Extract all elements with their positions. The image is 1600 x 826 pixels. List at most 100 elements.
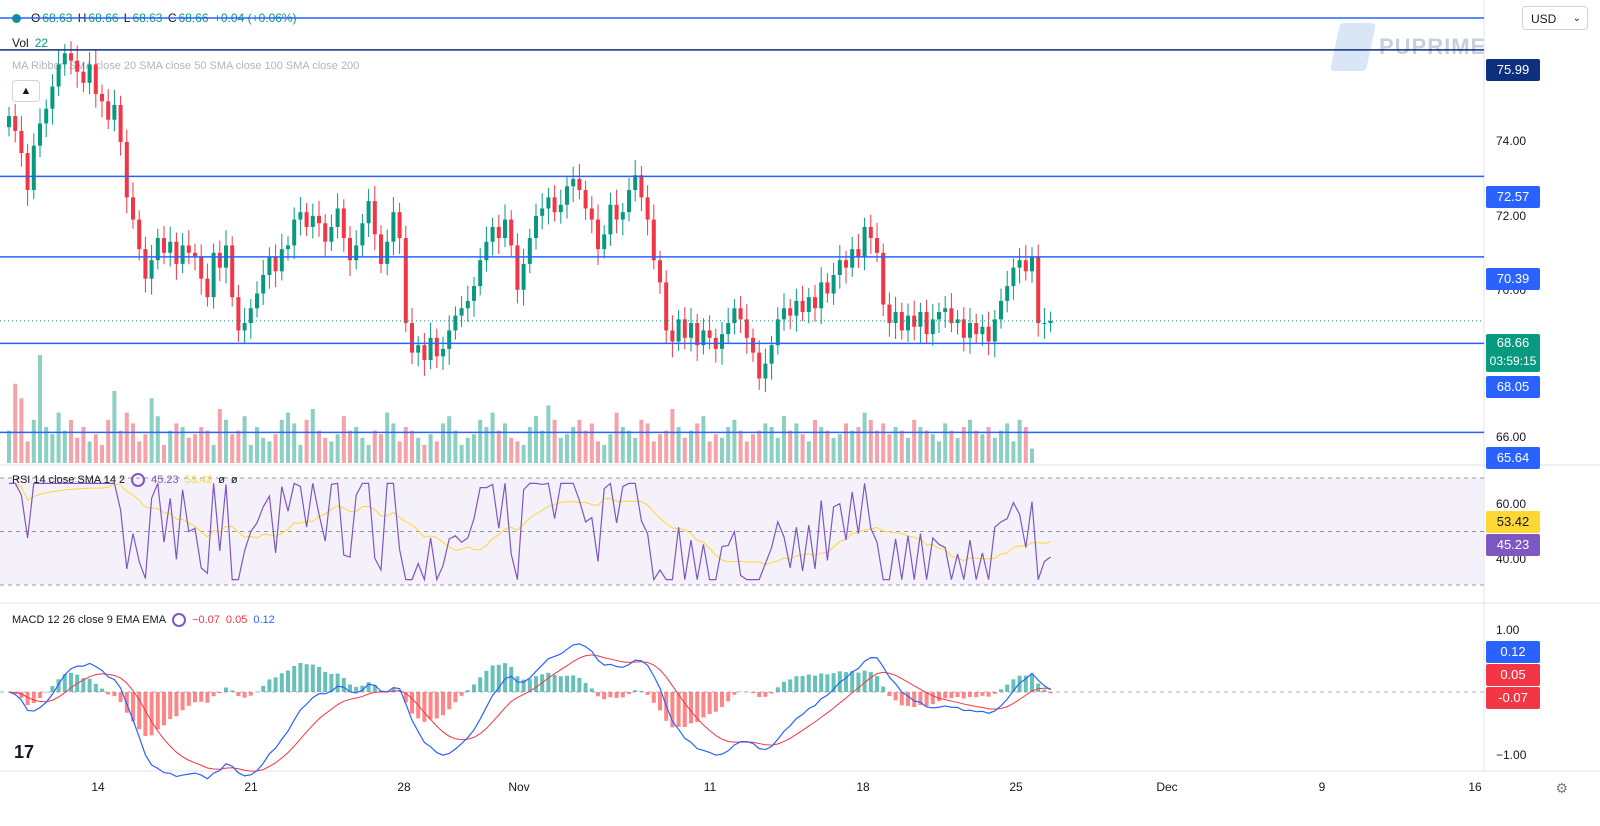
macd-signal-value: 0.05 (225, 614, 248, 626)
volume-bar (38, 355, 42, 463)
candle-body (577, 178, 582, 190)
macd-histogram-bar (583, 682, 588, 692)
macd-histogram-bar (317, 666, 321, 692)
macd-histogram-bar (695, 692, 700, 723)
macd-histogram-bar (93, 683, 98, 692)
volume-bar (1030, 448, 1034, 463)
candle-body (118, 105, 123, 142)
candle-body (943, 308, 948, 312)
macd-histogram-bar (50, 686, 55, 692)
volume-bar (193, 434, 197, 463)
volume-bar (658, 434, 662, 463)
candle-body (341, 208, 346, 239)
volume-bar (286, 412, 290, 463)
candle-body (627, 190, 631, 213)
volume-bar (348, 430, 352, 463)
candle-body (608, 204, 613, 235)
macd-histogram-bar (509, 666, 514, 692)
candle-body (261, 275, 266, 294)
candle-body (44, 108, 49, 124)
macd-histogram-bar (484, 670, 489, 692)
volume-bar (366, 445, 371, 463)
volume-bar (887, 434, 892, 463)
macd-legend: MACD 12 26 close 9 EMA EMA −0.07 0.05 0.… (12, 613, 275, 627)
rsi-legend: RSI 14 close SMA 14 2 45.23 53.42 ø ø (12, 473, 238, 487)
volume-bar (273, 434, 278, 463)
currency-select[interactable]: USD ⌄ (1522, 6, 1588, 30)
volume-bar (943, 423, 948, 463)
macd-histogram-bar (552, 674, 557, 692)
volume-bar (788, 430, 793, 463)
candle-body (403, 238, 408, 324)
macd-histogram-bar (844, 672, 848, 692)
macd-histogram-bar (372, 685, 377, 692)
macd-histogram-bar (434, 692, 439, 719)
tradingview-logo-icon[interactable]: 17 (14, 742, 35, 762)
macd-histogram-bar (242, 692, 247, 698)
refresh-icon[interactable] (172, 613, 187, 627)
macd-histogram-bar (527, 678, 532, 692)
refresh-icon[interactable] (131, 473, 146, 487)
macd-histogram-bar (955, 692, 960, 698)
candle-body (155, 238, 160, 261)
macd-histogram-bar (447, 692, 452, 710)
macd-histogram-bar (149, 692, 154, 736)
candle-body (1030, 256, 1034, 272)
macd-histogram-bar (490, 665, 495, 692)
macd-histogram-bar (267, 679, 272, 692)
candle-body (658, 260, 662, 283)
volume-bar (713, 434, 718, 463)
candle-body (217, 252, 222, 268)
candle-body (124, 141, 129, 198)
candle-body (986, 326, 991, 342)
macd-histogram-bar (1042, 689, 1047, 692)
volume-bar (385, 412, 390, 463)
candle-body (540, 208, 545, 216)
macd-histogram-bar (1005, 684, 1010, 692)
volume-bar (205, 430, 210, 463)
volume-bar (341, 416, 346, 463)
candle-body (980, 326, 985, 335)
macd-histogram-bar (118, 692, 123, 703)
candle-body (1011, 267, 1016, 287)
macd-histogram-bar (565, 675, 569, 692)
macd-histogram-bar (329, 673, 334, 692)
volume-bar (186, 437, 191, 463)
volume-bar (782, 416, 786, 463)
candle-body (242, 323, 247, 331)
volume-bar (112, 391, 117, 463)
macd-histogram-bar (986, 692, 991, 697)
collapse-legend-button[interactable]: ▲ (12, 80, 40, 102)
volume-bar (751, 434, 755, 463)
volume-bar (961, 427, 966, 463)
macd-histogram-bar (521, 679, 526, 692)
macd-histogram-bar (217, 692, 222, 694)
volume-bar (298, 445, 303, 463)
volume-bar (453, 430, 458, 463)
macd-histogram-bar (918, 692, 923, 706)
volume-bar (354, 427, 359, 463)
volume-bar (937, 441, 941, 463)
candle-body (701, 330, 706, 346)
candle-body (329, 226, 334, 242)
macd-histogram-bar (577, 677, 582, 692)
volume-bar (670, 409, 675, 463)
candle-body (949, 308, 954, 324)
bar-countdown: 03:59:15 (1489, 354, 1537, 368)
volume-bar (310, 409, 315, 463)
volume-bar (478, 419, 483, 463)
candle-body (571, 178, 576, 187)
volume-bar (552, 419, 557, 463)
macd-histogram-bar (286, 670, 290, 692)
volume-bar (124, 412, 129, 463)
candle-body (893, 311, 898, 324)
time-label: 16 (1468, 780, 1482, 794)
volume-bar (1023, 427, 1028, 463)
volume-bar (633, 437, 638, 463)
volume-bar (608, 434, 613, 463)
candle-body (484, 241, 489, 261)
ma-ribbon-legend[interactable]: MA Ribbon SMA close 20 SMA close 50 SMA … (12, 60, 360, 72)
gear-icon[interactable]: ⚙ (1555, 780, 1568, 796)
brand-name: PUPRIME (1379, 34, 1487, 59)
